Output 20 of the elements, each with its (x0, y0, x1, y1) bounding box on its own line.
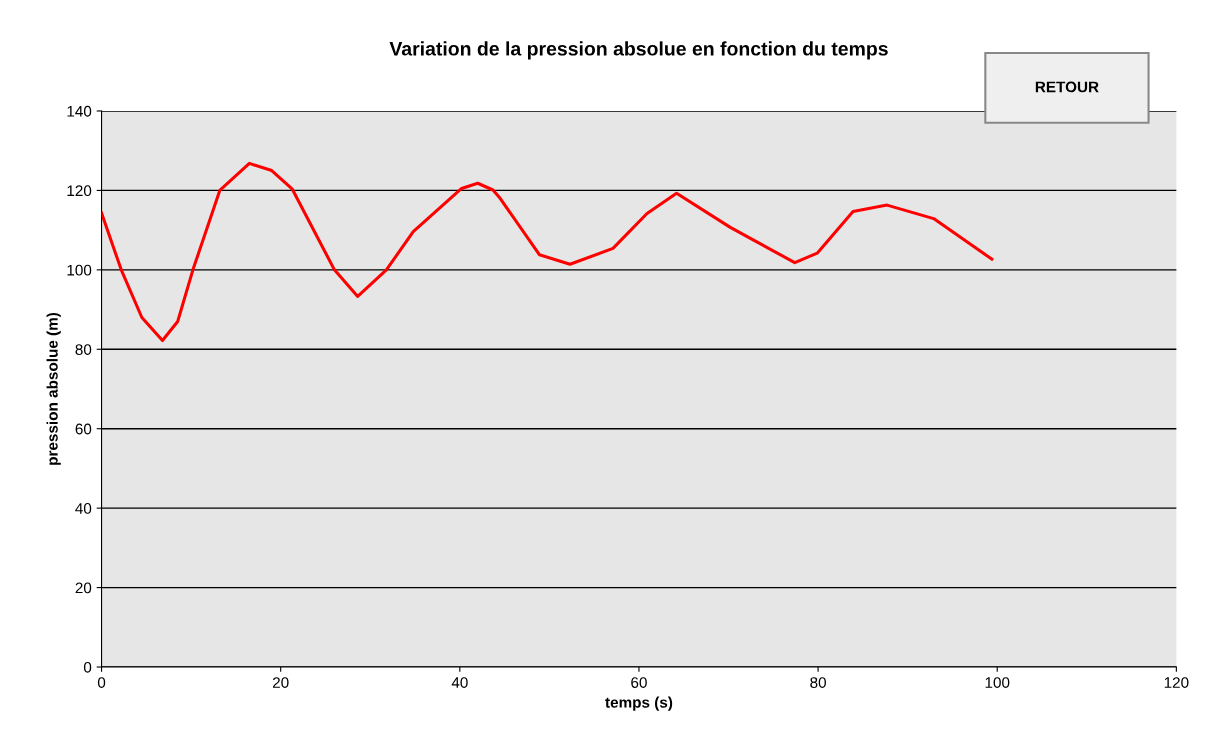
x-tick-label: 0 (97, 677, 106, 688)
y-tick-label: 60 (75, 423, 92, 435)
x-tick-label: 60 (631, 677, 647, 688)
y-tick-label: 80 (75, 344, 92, 355)
y-tick-label: 100 (67, 264, 92, 276)
x-tick-label: 120 (1164, 677, 1189, 688)
x-tick-label: 100 (985, 677, 1010, 688)
y-axis-title: pression absolue (m) (46, 312, 61, 465)
x-tick-label: 80 (810, 677, 826, 688)
y-tick-label: 140 (67, 105, 92, 117)
text: RETOUR (1035, 81, 1099, 93)
x-tick-label: 20 (272, 677, 289, 688)
y-tick-label: 0 (83, 661, 92, 673)
x-tick-label: 40 (451, 677, 468, 688)
y-tick-label: 20 (75, 582, 92, 594)
y-tick-label: 40 (75, 503, 92, 514)
chart-title: Variation de la pression absolue en fonction du temps (389, 41, 888, 60)
x-axis-title: temps (s) (605, 696, 673, 711)
y-tick-label: 120 (67, 185, 92, 197)
line-series (101, 161, 994, 343)
